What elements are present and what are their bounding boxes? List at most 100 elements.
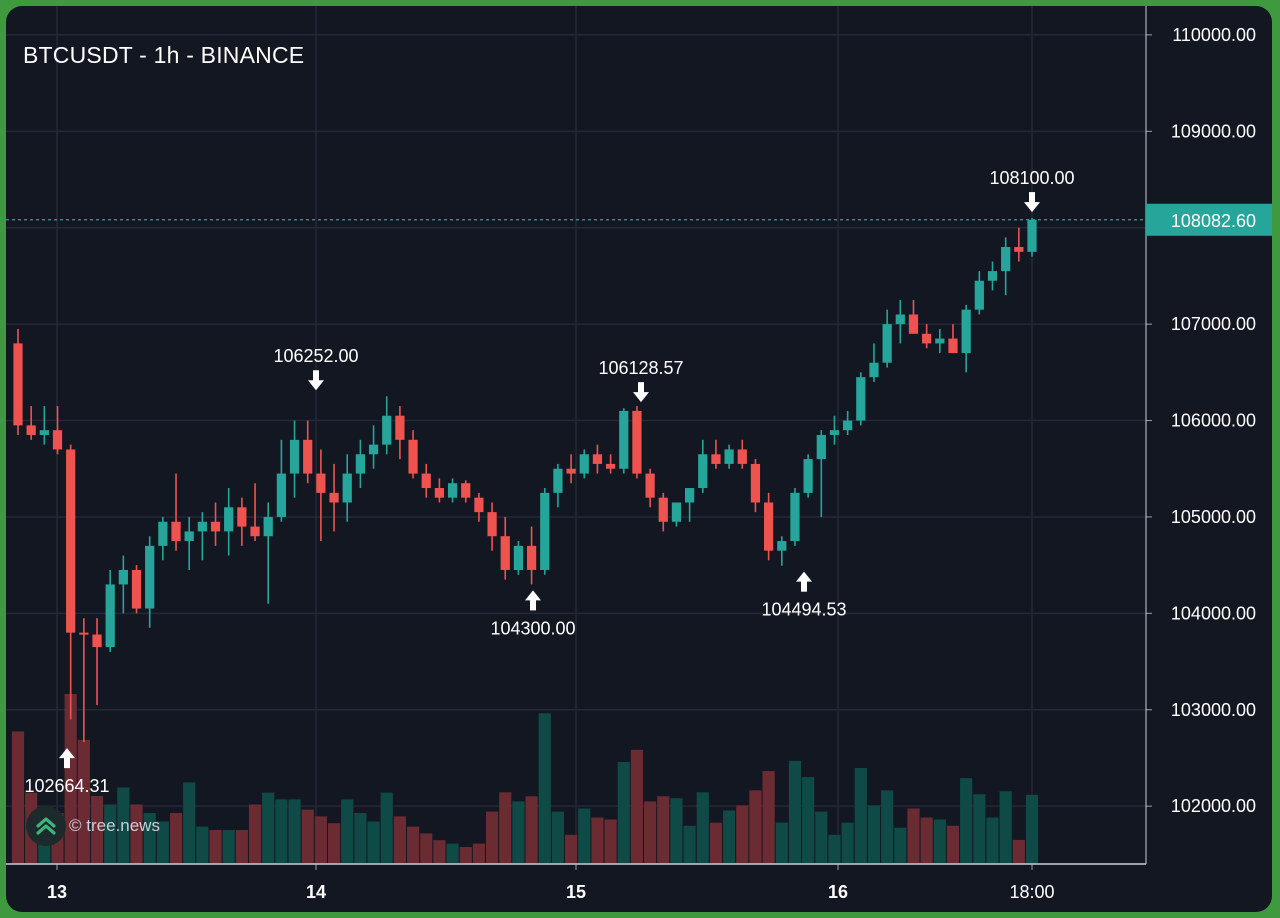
annotation-label: 108100.00 [989, 168, 1074, 188]
candle-body [777, 541, 787, 551]
volume-bar [604, 819, 617, 864]
candle-body [922, 333, 932, 344]
volume-bar [565, 834, 578, 864]
down-arrow-stem [313, 370, 319, 382]
volume-bar [841, 822, 854, 864]
candle-body [158, 521, 168, 546]
candle-body [882, 324, 892, 363]
volume-bar [723, 810, 736, 864]
volume-bar [630, 749, 644, 864]
candle-body [461, 483, 471, 498]
watermark: © tree.news [26, 806, 160, 846]
volume-bar [881, 790, 894, 864]
candle-body [1001, 247, 1011, 272]
candle-body [935, 338, 945, 344]
candle-body [395, 415, 405, 440]
y-tick-label: 102000.00 [1171, 796, 1256, 816]
volume-bar [90, 796, 104, 864]
candle-body [645, 473, 655, 498]
candle-body [474, 497, 484, 513]
grid-lines [6, 6, 1146, 864]
candle-body [52, 430, 63, 450]
candle-body [79, 632, 89, 635]
x-tick-label: 18:00 [1009, 882, 1054, 902]
candle-body [750, 463, 761, 503]
volume-bar [617, 762, 630, 864]
candle-body [210, 521, 221, 532]
candle-body [289, 439, 300, 474]
candle-body [803, 459, 813, 493]
candle-body [764, 502, 774, 551]
candle-body [368, 444, 379, 455]
candlestick-chart[interactable]: 102664.31 106252.00 104300.00 106128.57 1044… [6, 6, 1272, 912]
candle-body [118, 569, 128, 585]
volume-bar [762, 771, 775, 864]
candle-body [658, 497, 668, 522]
candle-body [869, 362, 879, 378]
y-tick-label: 109000.00 [1171, 121, 1256, 141]
volume-bar [327, 823, 341, 864]
volume-bar [235, 830, 248, 864]
volume-bar [696, 792, 709, 864]
candle-body [250, 526, 260, 537]
candle-body [724, 449, 734, 464]
candle-body [829, 430, 840, 435]
volume-bar [946, 825, 960, 864]
candle-body [843, 420, 853, 431]
candle-body [619, 410, 629, 469]
candle-body [447, 483, 458, 498]
volume-bar [222, 830, 235, 864]
volume-bar [960, 778, 973, 864]
volume-bar [512, 801, 525, 864]
down-arrow-stem [1029, 192, 1035, 204]
volume-bar [196, 826, 209, 864]
candle-body [342, 473, 352, 503]
up-arrow-stem [64, 757, 70, 769]
chart-title: BTCUSDT - 1h - BINANCE [23, 42, 305, 68]
annotation-label: 106128.57 [598, 358, 683, 378]
candle-body [711, 454, 721, 464]
volume-bar [288, 799, 301, 864]
up-arrow-icon [525, 590, 541, 601]
volume-bar [920, 817, 933, 864]
down-arrow-icon [308, 380, 324, 391]
volume-bar [815, 811, 828, 864]
volume-bar [11, 731, 25, 864]
volume-bar [1012, 839, 1025, 864]
volume-bar [406, 826, 420, 864]
volume-bar [354, 813, 367, 864]
volume-bar [907, 808, 920, 864]
down-arrow-stem [638, 382, 644, 394]
volume-bar [551, 811, 565, 864]
volume-bar [538, 713, 551, 864]
volume-bar [788, 760, 802, 864]
candle-body [540, 492, 550, 570]
candle-body [895, 314, 905, 325]
watermark-text: © tree.news [69, 816, 160, 835]
price-annotations: 102664.31 106252.00 104300.00 106128.57 1044… [24, 168, 1074, 796]
volume-bar [894, 827, 907, 864]
volume-bar [341, 799, 354, 864]
candle-body [224, 507, 234, 532]
candle-body [592, 454, 603, 464]
volume-bar [262, 792, 275, 864]
double-chevron-up-icon [26, 806, 66, 846]
up-arrow-icon [59, 748, 75, 759]
candle-body [145, 545, 155, 609]
volume-bar [130, 804, 143, 864]
volume-bar [446, 843, 459, 864]
candles[interactable] [13, 218, 1037, 743]
candle-body [131, 569, 142, 609]
candle-body [566, 468, 576, 474]
volume-bar [209, 830, 222, 864]
y-tick-label: 110000.00 [1172, 25, 1256, 45]
candle-body [908, 314, 919, 334]
volume-bar [314, 816, 327, 864]
x-tick-label: 14 [306, 882, 326, 902]
candle-body [632, 410, 642, 474]
volume-bar [117, 787, 130, 864]
candle-body [355, 454, 365, 474]
candle-body [66, 449, 76, 633]
candle-body [698, 454, 708, 489]
y-tick-label: 106000.00 [1171, 411, 1256, 431]
